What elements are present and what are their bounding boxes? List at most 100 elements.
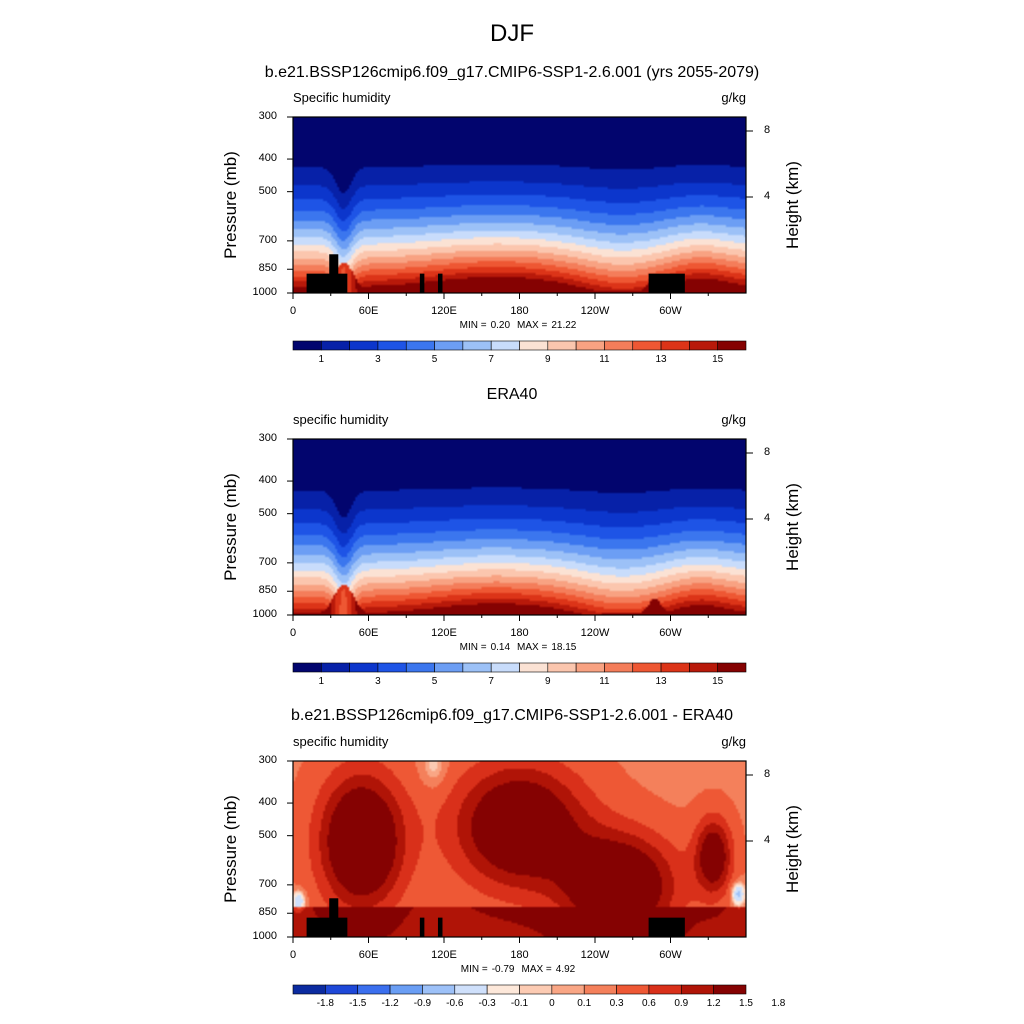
colorbar-swatch	[405, 340, 435, 351]
max-value: 4.92	[555, 964, 576, 975]
colorbar-swatch	[547, 662, 577, 673]
y-tick-label: 400	[258, 796, 277, 809]
x-tick-label: 120E	[431, 627, 457, 639]
colorbar-swatch	[689, 340, 718, 351]
variable-label: specific humidity	[293, 412, 389, 427]
colorbar-label: 5	[431, 354, 438, 365]
colorbar-swatch	[454, 984, 488, 995]
min-max-readout: MIN = 0.14 MAX = 18.15	[420, 642, 620, 653]
colorbar-label: 15	[712, 354, 724, 365]
colorbar-label: 0.9	[674, 998, 689, 1009]
min-value: -0.79	[491, 964, 515, 975]
colorbar-swatch	[551, 984, 585, 995]
colorbar-swatch	[519, 340, 549, 351]
colorbar-swatch	[717, 662, 747, 673]
x-tick-label: 0	[289, 305, 297, 317]
contour-field	[293, 117, 746, 293]
colorbar-swatch	[434, 662, 464, 673]
y-tick-label: 850	[258, 906, 277, 919]
colorbar-swatch	[604, 340, 634, 351]
min-max-readout: MIN = -0.79 MAX = 4.92	[420, 964, 620, 975]
colorbar-label: 1.8	[771, 998, 786, 1009]
x-tick-label: 180	[510, 949, 529, 961]
contour-field	[293, 439, 746, 615]
colorbar-swatch	[422, 984, 456, 995]
height-tick-label: 4	[764, 190, 771, 202]
colorbar-swatch	[325, 984, 359, 995]
topography-mask	[306, 917, 348, 937]
min-max-readout: MIN = 0.20 MAX = 21.22	[420, 320, 620, 331]
y-tick-label: 500	[258, 828, 277, 841]
colorbar-label: 11	[599, 354, 610, 365]
colorbar-swatch	[547, 340, 577, 351]
y-tick-label: 700	[258, 877, 277, 890]
colorbar-swatch	[349, 662, 379, 673]
variable-label: Specific humidity	[293, 90, 391, 105]
y-axis-right-label: Height (km)	[783, 483, 802, 571]
topography-mask	[419, 273, 425, 293]
max-label: MAX =	[517, 320, 548, 331]
colorbar-swatch	[292, 662, 322, 673]
y-tick-label: 300	[258, 432, 277, 444]
colorbar-swatch	[490, 662, 520, 673]
colorbar-label: 0.3	[609, 998, 624, 1009]
colorbar-swatch	[321, 662, 350, 673]
colorbar-swatch	[462, 662, 492, 673]
topography-mask	[437, 273, 443, 293]
x-tick-label: 60W	[659, 305, 682, 317]
colorbar-swatch	[490, 340, 520, 351]
colorbar-swatch	[713, 984, 747, 995]
colorbar-swatch	[632, 340, 662, 351]
colorbar-swatch	[575, 662, 605, 673]
y-tick-label: 1000	[252, 930, 277, 942]
colorbar-label: 9	[545, 676, 551, 687]
topography-mask	[306, 273, 348, 293]
colorbar-label: -0.6	[446, 998, 464, 1009]
y-tick-label: 850	[258, 584, 277, 597]
units-label: g/kg	[721, 90, 746, 105]
height-tick-label: 8	[764, 124, 771, 136]
y-tick-label: 700	[258, 555, 277, 568]
height-tick-label: 4	[764, 834, 771, 846]
y-tick-label: 1000	[252, 286, 277, 298]
y-tick-label: 400	[258, 474, 277, 487]
y-tick-label: 700	[258, 233, 277, 246]
colorbar-label: 9	[545, 354, 551, 365]
max-label: MAX =	[521, 964, 552, 975]
colorbar-swatch	[689, 662, 718, 673]
figure-title: DJF	[490, 20, 534, 47]
colorbar-label: 3	[375, 676, 381, 687]
topography-mask	[329, 898, 339, 937]
variable-label: specific humidity	[293, 734, 389, 749]
max-label: MAX =	[517, 642, 548, 653]
min-label: MIN =	[460, 964, 488, 975]
colorbar-label: 7	[488, 354, 494, 365]
min-label: MIN =	[459, 320, 487, 331]
colorbar-swatch	[632, 662, 662, 673]
x-tick-label: 60W	[659, 949, 682, 961]
y-tick-label: 1000	[252, 608, 277, 620]
colorbar-swatch	[292, 340, 322, 351]
colorbar-swatch	[660, 340, 690, 351]
colorbar-label: 7	[488, 676, 494, 687]
colorbar-swatch	[519, 984, 553, 995]
colorbar-swatch	[648, 984, 682, 995]
colorbar-label: 15	[712, 676, 724, 687]
topography-mask	[437, 917, 443, 937]
x-tick-label: 120W	[580, 305, 610, 317]
x-tick-label: 60W	[659, 627, 682, 639]
min-value: 0.20	[490, 320, 511, 331]
colorbar-label: 0.1	[577, 998, 592, 1009]
colorbar-label: -0.3	[478, 998, 496, 1009]
colorbar-swatch	[616, 984, 650, 995]
colorbar-swatch	[357, 984, 391, 995]
contour-field	[293, 761, 746, 937]
height-tick-label: 8	[764, 768, 771, 780]
colorbar-label: 1	[318, 676, 325, 687]
min-value: 0.14	[490, 642, 511, 653]
colorbar-swatch	[717, 340, 747, 351]
x-tick-label: 0	[289, 949, 297, 961]
x-tick-label: 120E	[431, 949, 457, 961]
colorbar-swatch	[349, 340, 379, 351]
